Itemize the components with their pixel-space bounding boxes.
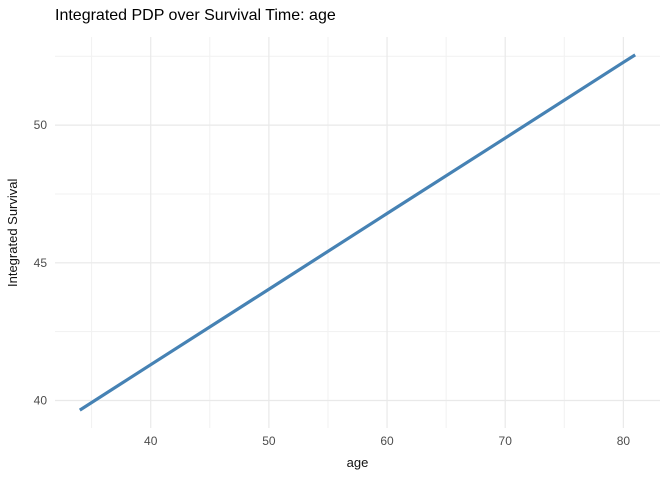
y-axis-title: Integrated Survival — [5, 178, 20, 287]
x-tick-label: 40 — [144, 434, 158, 448]
y-tick-label: 40 — [34, 393, 48, 407]
x-tick-label: 70 — [499, 434, 513, 448]
y-tick-label: 45 — [34, 256, 48, 270]
pdp-line — [78, 53, 637, 412]
x-axis-title: age — [346, 455, 369, 470]
y-tick-label: 50 — [34, 118, 48, 132]
x-tick-label: 80 — [617, 434, 631, 448]
x-tick-label: 50 — [262, 434, 276, 448]
chart-title: Integrated PDP over Survival Time: age — [55, 7, 336, 24]
x-tick-label: 60 — [380, 434, 394, 448]
